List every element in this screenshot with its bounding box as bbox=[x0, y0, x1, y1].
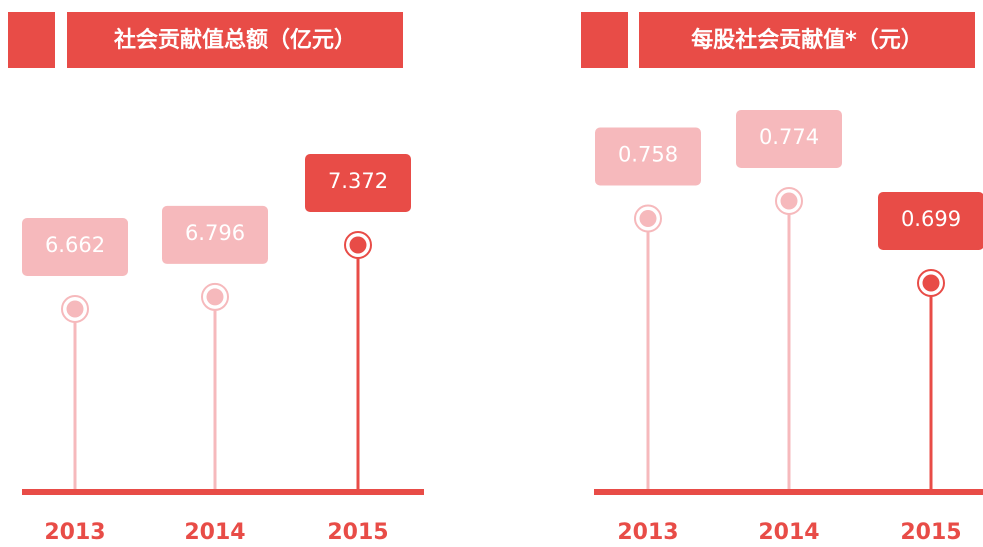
dot bbox=[66, 300, 84, 318]
value-box bbox=[595, 127, 701, 186]
value-label: 7.372 bbox=[328, 169, 388, 193]
value-box bbox=[22, 218, 128, 276]
dot bbox=[780, 192, 798, 210]
title-box bbox=[639, 12, 975, 68]
x-tick-label: 2015 bbox=[327, 520, 388, 545]
dot bbox=[639, 209, 657, 227]
x-tick-label: 2015 bbox=[900, 520, 961, 545]
title-box bbox=[67, 12, 403, 68]
dot bbox=[206, 288, 224, 306]
x-tick-label: 2014 bbox=[758, 520, 819, 545]
dot bbox=[349, 236, 367, 254]
value-label: 6.662 bbox=[45, 233, 105, 257]
title-accent bbox=[8, 12, 55, 68]
value-label: 6.796 bbox=[185, 221, 245, 245]
baseline bbox=[594, 489, 983, 495]
chart-title: 社会贡献值总额（亿元） bbox=[114, 27, 356, 53]
x-tick-label: 2013 bbox=[44, 520, 105, 545]
title-accent bbox=[581, 12, 628, 68]
x-tick-label: 2014 bbox=[184, 520, 245, 545]
value-label: 0.758 bbox=[618, 142, 678, 166]
dot bbox=[922, 274, 940, 292]
value-box bbox=[305, 154, 411, 212]
baseline bbox=[22, 489, 424, 495]
value-box bbox=[736, 110, 842, 168]
value-label: 0.774 bbox=[759, 125, 819, 149]
value-box bbox=[162, 205, 268, 264]
x-tick-label: 2013 bbox=[617, 520, 678, 545]
value-label: 0.699 bbox=[901, 207, 961, 231]
chart-title: 每股社会贡献值*（元） bbox=[691, 27, 923, 53]
value-box bbox=[878, 192, 983, 250]
